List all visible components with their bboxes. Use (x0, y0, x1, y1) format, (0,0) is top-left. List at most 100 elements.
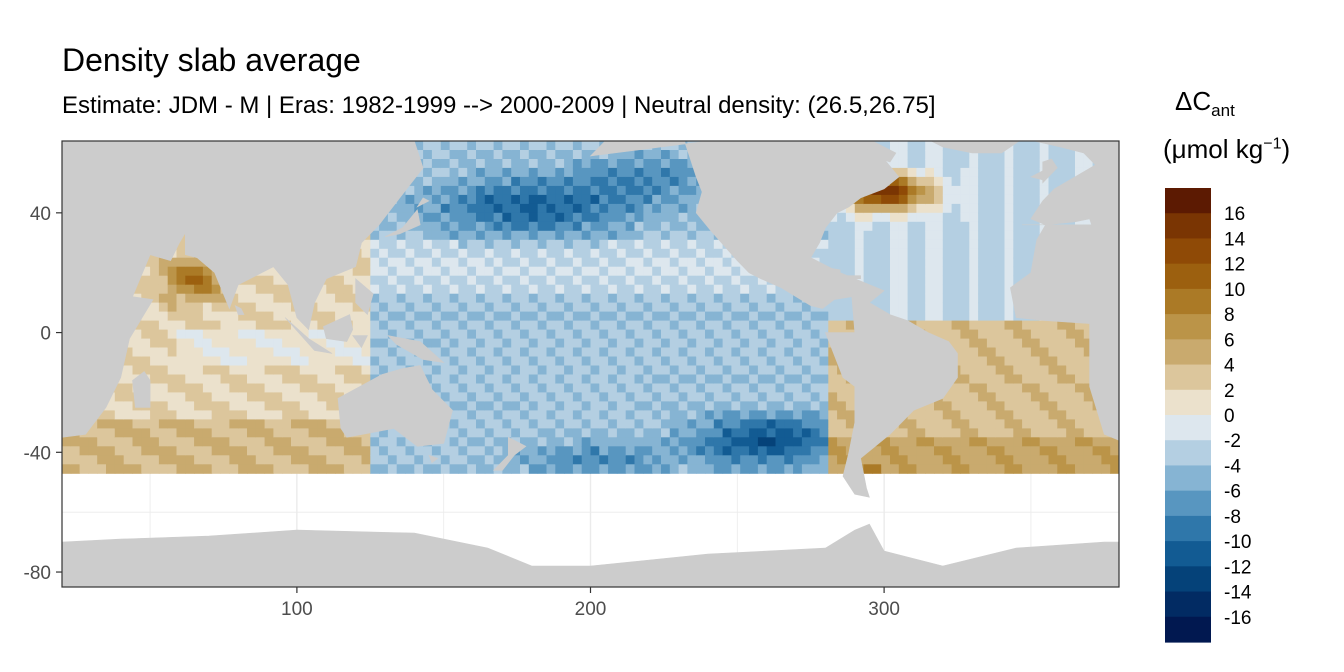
ocean-cell (1039, 437, 1049, 447)
ocean-cell (361, 257, 371, 268)
ocean-cell (599, 266, 609, 277)
ocean-cell (1092, 428, 1102, 438)
ocean-cell (616, 383, 627, 393)
ocean-cell (1022, 167, 1032, 178)
ocean-cell (299, 455, 310, 465)
ocean-cell (255, 464, 266, 474)
ocean-cell (590, 374, 600, 384)
ocean-cell (978, 464, 988, 474)
ocean-cell (317, 320, 327, 331)
ocean-cell (960, 356, 970, 366)
ocean-cell (167, 392, 177, 402)
ocean-cell (775, 464, 785, 474)
ocean-cell (652, 347, 662, 357)
ocean-cell (942, 176, 953, 187)
ocean-cell (907, 266, 917, 277)
ocean-cell (537, 293, 547, 304)
ocean-cell (625, 446, 635, 456)
ocean-cell (458, 176, 468, 187)
ocean-cell (291, 446, 301, 456)
ocean-cell (247, 275, 257, 286)
ocean-cell (696, 248, 706, 259)
ocean-cell (1075, 347, 1085, 357)
ocean-cell (1039, 374, 1049, 384)
ocean-cell (916, 320, 926, 331)
ocean-cell (458, 302, 468, 313)
ocean-cell (185, 266, 195, 277)
ocean-cell (1013, 347, 1023, 357)
ocean-cell (608, 167, 618, 178)
ocean-cell (784, 437, 794, 447)
ocean-cell (916, 455, 926, 465)
ocean-cell (881, 284, 891, 295)
ocean-cell (854, 203, 865, 214)
ocean-cell (564, 365, 574, 375)
ocean-cell (476, 338, 486, 349)
ocean-cell (423, 266, 433, 277)
ocean-cell (890, 455, 900, 465)
ocean-cell (352, 266, 362, 277)
ocean-cell (502, 150, 512, 160)
ocean-cell (502, 383, 512, 393)
ocean-cell (458, 392, 468, 402)
ocean-cell (520, 401, 530, 411)
ocean-cell (352, 311, 362, 322)
ocean-cell (211, 302, 221, 313)
ocean-cell (1075, 365, 1085, 375)
ocean-cell (696, 419, 706, 429)
landmass (416, 197, 430, 208)
ocean-cell (564, 464, 574, 474)
ocean-cell (837, 383, 847, 393)
ocean-cell (661, 176, 671, 187)
ocean-cell (343, 284, 354, 295)
landmass (355, 278, 374, 316)
ocean-cell (405, 446, 415, 456)
ocean-cell (528, 338, 539, 349)
ocean-cell (687, 320, 697, 331)
ocean-cell (211, 275, 221, 286)
ocean-cell (150, 428, 160, 438)
ocean-cell (1004, 374, 1014, 384)
ocean-cell (511, 419, 521, 429)
ocean-cell (423, 141, 433, 151)
ocean-cell (969, 284, 979, 295)
ocean-cell (229, 347, 239, 357)
ocean-cell (423, 311, 433, 322)
ocean-cell (238, 419, 248, 429)
ocean-cell (1075, 159, 1085, 169)
ocean-cell (572, 248, 583, 259)
ocean-cell (1048, 410, 1058, 420)
ocean-cell (801, 338, 812, 349)
ocean-cell (370, 428, 380, 438)
ocean-cell (414, 284, 424, 295)
ocean-cell (978, 311, 988, 322)
ocean-cell (537, 284, 547, 295)
ocean-cell (1110, 464, 1119, 474)
ocean-cell (669, 392, 680, 402)
ocean-cell (572, 419, 583, 429)
ocean-cell (1048, 464, 1058, 474)
ocean-cell (572, 284, 583, 295)
ocean-cell (634, 203, 644, 214)
ocean-cell (951, 167, 961, 178)
ocean-cell (705, 365, 715, 375)
ocean-cell (431, 275, 442, 286)
ocean-cell (396, 248, 406, 259)
ocean-cell (194, 356, 204, 366)
ocean-cell (308, 428, 318, 438)
ocean-cell (652, 401, 662, 411)
legend-break-label: 8 (1224, 305, 1235, 326)
ocean-cell (1030, 194, 1041, 205)
ocean-cell (379, 266, 389, 277)
ocean-cell (722, 347, 732, 357)
ocean-cell (819, 338, 829, 349)
ocean-cell (925, 311, 935, 322)
ocean-cell (722, 401, 732, 411)
ocean-cell (449, 419, 459, 429)
ocean-cell (220, 347, 230, 357)
legend-unit-suffix: ) (1281, 134, 1291, 164)
ocean-cell (528, 356, 539, 366)
ocean-cell (1057, 320, 1067, 331)
ocean-cell (1039, 141, 1049, 151)
ocean-cell (581, 141, 591, 151)
